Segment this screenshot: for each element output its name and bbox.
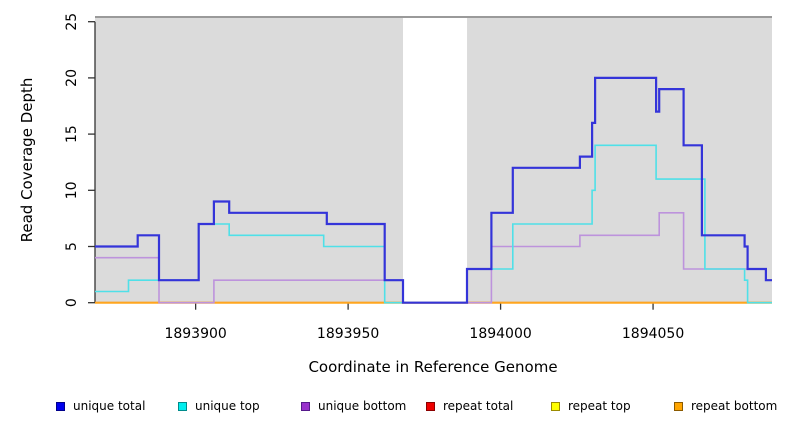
legend-item-unique-bottom: unique bottom	[301, 399, 406, 413]
legend-item-unique-top: unique top	[178, 399, 260, 413]
legend-swatch-icon	[178, 401, 187, 411]
legend: unique total unique top unique bottom repea…	[0, 399, 792, 417]
legend-label: repeat top	[568, 399, 631, 413]
y-tick-label: 5	[64, 242, 80, 251]
legend-swatch-icon	[301, 401, 310, 411]
y-tick-label: 25	[64, 13, 80, 31]
x-tick-label: 1893900	[164, 326, 226, 342]
shaded-region-1	[467, 18, 772, 303]
legend-label: unique top	[195, 399, 260, 413]
legend-swatch-icon	[674, 401, 683, 411]
legend-swatch-icon	[426, 401, 435, 411]
legend-label: repeat bottom	[691, 399, 778, 413]
legend-label: unique total	[73, 399, 146, 413]
plot-background	[95, 16, 772, 303]
legend-item-repeat-total: repeat total	[426, 399, 513, 413]
y-tick-label: 20	[64, 69, 80, 87]
x-tick-label: 1894000	[469, 326, 531, 342]
y-tick-label: 10	[64, 181, 80, 199]
tick-labels: 0 5 10 15 20 25 1893900 1893950 1894000 1894050	[64, 13, 684, 342]
x-axis-title: Coordinate in Reference Genome	[308, 358, 557, 376]
legend-item-unique-total: unique total	[56, 399, 145, 413]
legend-item-repeat-top: repeat top	[551, 399, 631, 413]
data-series	[95, 76, 772, 304]
series-unique-bottom	[95, 212, 772, 304]
series-unique-total	[95, 76, 772, 304]
legend-swatch-icon	[551, 401, 560, 411]
shaded-region-0	[95, 18, 404, 303]
legend-label: repeat total	[443, 399, 514, 413]
x-tick-label: 1893950	[317, 326, 379, 342]
y-tick-label: 15	[64, 125, 80, 143]
legend-swatch-icon	[56, 401, 65, 411]
y-tick-label: 0	[64, 298, 80, 307]
x-tick-label: 1894050	[622, 326, 684, 342]
legend-item-repeat-bottom: repeat bottom	[674, 399, 777, 413]
y-axis-title: Read Coverage Depth	[18, 78, 36, 243]
legend-label: unique bottom	[318, 399, 407, 413]
